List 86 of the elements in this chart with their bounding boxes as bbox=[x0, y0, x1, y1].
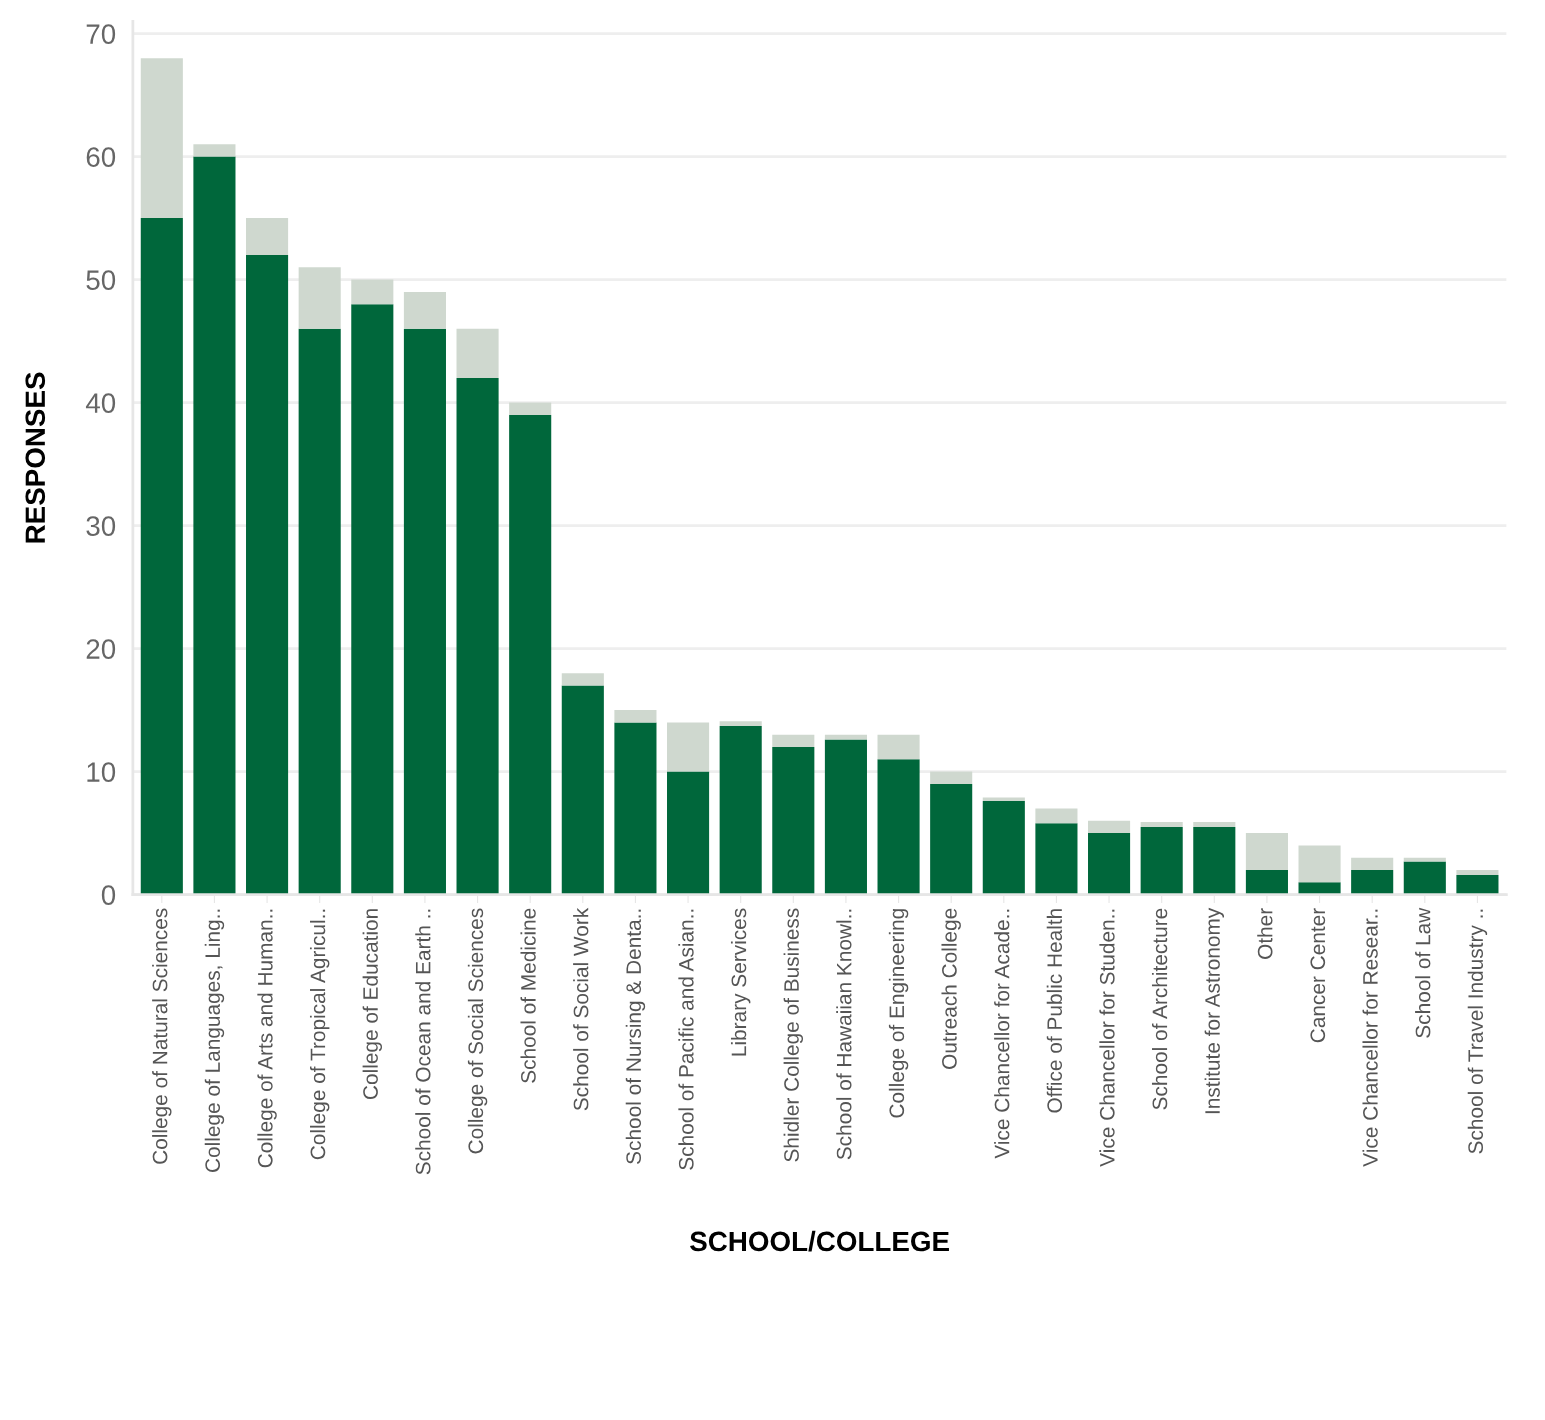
x-axis-title: SCHOOL/COLLEGE bbox=[690, 1230, 949, 1252]
x-tick-label: School of Medicine bbox=[520, 908, 536, 1083]
x-tick-label: School of Hawaiian Knowl.. bbox=[836, 909, 852, 1160]
bar bbox=[719, 726, 762, 895]
bar bbox=[1456, 874, 1499, 895]
bar bbox=[1298, 845, 1341, 883]
bar bbox=[877, 759, 920, 895]
bar bbox=[614, 722, 657, 895]
bar bbox=[1035, 823, 1078, 895]
y-tick-label: 40 bbox=[85, 393, 116, 413]
bar bbox=[824, 734, 867, 740]
bar bbox=[193, 144, 236, 157]
bar bbox=[1193, 826, 1236, 895]
y-tick-label: 20 bbox=[86, 639, 116, 659]
x-tick-label: College of Engineering bbox=[888, 909, 909, 1118]
bar bbox=[351, 279, 394, 305]
bar bbox=[1351, 870, 1394, 895]
bar bbox=[561, 673, 604, 686]
x-tick-label: Office of Public Health bbox=[1046, 909, 1063, 1113]
x-tick-label: Other bbox=[1257, 908, 1273, 959]
x-tick-label: College of Natural Sciences bbox=[152, 908, 172, 1164]
x-tick-label: School of Travel Industry .. bbox=[1467, 909, 1488, 1154]
bar bbox=[614, 710, 657, 723]
bar bbox=[772, 747, 815, 895]
bar bbox=[982, 797, 1025, 802]
y-tick-label: 10 bbox=[87, 762, 116, 782]
bar bbox=[509, 402, 552, 415]
x-tick-label: School of Architecture bbox=[1151, 908, 1168, 1110]
x-tick-label: School of Law bbox=[1415, 907, 1431, 1038]
bar bbox=[403, 328, 446, 895]
bar bbox=[246, 255, 289, 895]
bar bbox=[140, 58, 183, 219]
x-tick-label: Shidler College of Business bbox=[783, 908, 804, 1162]
bar bbox=[298, 328, 341, 895]
x-tick-label: Outreach College bbox=[941, 908, 961, 1069]
bar bbox=[982, 801, 1025, 895]
x-tick-label: Cancer Center bbox=[1310, 908, 1326, 1043]
bar bbox=[351, 304, 394, 895]
y-tick-label: 30 bbox=[86, 516, 116, 536]
bar bbox=[1088, 820, 1131, 834]
x-tick-label: College of Social Sciences bbox=[467, 908, 488, 1154]
x-tick-label: College of Languages, Ling.. bbox=[204, 909, 225, 1172]
bar bbox=[140, 218, 183, 895]
bar bbox=[1035, 808, 1078, 824]
bar bbox=[930, 771, 973, 784]
bar bbox=[193, 156, 236, 895]
y-tick-label: 50 bbox=[86, 270, 116, 290]
bar bbox=[667, 722, 710, 772]
x-tick-label: School of Social Work bbox=[573, 907, 589, 1111]
x-tick-label: Vice Chancellor for Resear.. bbox=[1362, 909, 1378, 1167]
bar bbox=[1088, 833, 1131, 895]
x-tick-label: School of Nursing & Denta.. bbox=[625, 909, 646, 1164]
bar bbox=[877, 734, 920, 760]
bar bbox=[561, 685, 604, 895]
bar bbox=[1245, 870, 1288, 895]
y-tick-label: 60 bbox=[86, 147, 116, 167]
bar bbox=[1403, 861, 1446, 895]
bar bbox=[1140, 826, 1183, 895]
bar bbox=[1193, 822, 1236, 827]
bar bbox=[456, 378, 499, 895]
bar bbox=[824, 739, 867, 895]
x-tick-label: College of Arts and Human.. bbox=[257, 909, 277, 1168]
bar bbox=[930, 783, 973, 895]
x-tick-label: School of Ocean and Earth .. bbox=[415, 909, 431, 1175]
y-tick-label: 0 bbox=[101, 885, 116, 905]
x-tick-label: College of Tropical Agricul.. bbox=[309, 909, 330, 1160]
bar bbox=[509, 414, 552, 895]
bar bbox=[719, 721, 762, 727]
bar bbox=[1351, 857, 1394, 870]
bar bbox=[667, 771, 710, 895]
x-tick-label: School of Pacific and Asian.. bbox=[678, 909, 694, 1170]
bar bbox=[772, 734, 815, 747]
y-axis-title: RESPONSES bbox=[25, 372, 46, 543]
bar bbox=[246, 218, 289, 255]
y-tick-label: 70 bbox=[86, 24, 116, 44]
bar bbox=[1245, 833, 1288, 870]
bar bbox=[298, 267, 341, 329]
x-tick-label: Library Services bbox=[730, 908, 751, 1056]
bar bbox=[456, 328, 499, 378]
x-tick-label: College of Education bbox=[362, 909, 383, 1099]
bar bbox=[1456, 870, 1499, 875]
x-tick-label: Vice Chancellor for Acade.. bbox=[994, 909, 1010, 1159]
x-tick-label: Vice Chancellor for Studen.. bbox=[1099, 909, 1115, 1167]
bar bbox=[403, 291, 446, 329]
bar bbox=[1140, 822, 1183, 827]
x-tick-label: Institute for Astronomy bbox=[1204, 907, 1225, 1114]
